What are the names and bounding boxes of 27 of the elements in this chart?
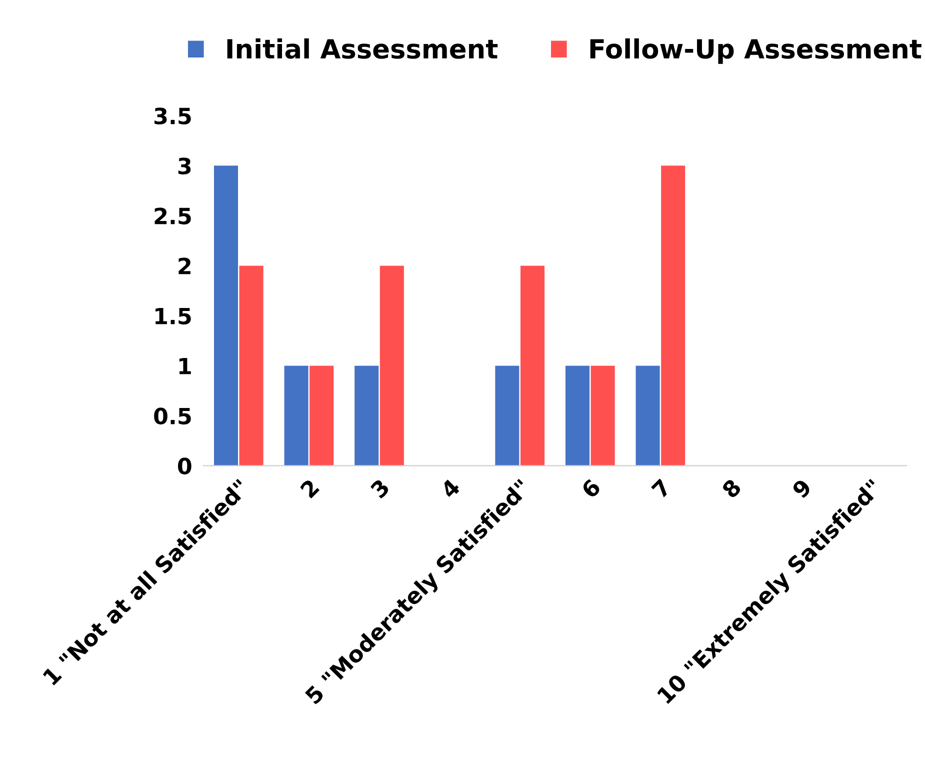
y-tick-label: 1 [179,358,191,374]
bar [284,366,308,466]
x-tick-label: 6 [580,478,602,499]
y-tick-label: 1.5 [156,308,191,324]
x-tick-label: 3 [370,478,390,499]
legend-label: Initial Assessment [227,38,498,59]
bar [239,266,264,466]
bar [590,366,615,466]
bar [661,166,686,466]
y-tick-label: 3.5 [154,108,191,124]
bar [310,366,334,466]
y-tick-label: 3 [178,158,191,174]
bar [214,166,238,466]
x-tick-label: 2 [300,478,320,498]
y-tick-label: 0.5 [154,408,191,424]
y-tick-label: 2 [178,258,190,274]
x-tick-label: 8 [721,478,742,499]
y-tick-label: 2.5 [154,208,191,224]
bar [636,366,660,466]
bar [520,266,545,466]
legend-label: Follow-Up Assessment [590,38,922,64]
x-tick-label: 7 [651,478,672,499]
bar [354,366,379,466]
bar [565,366,590,466]
bar [380,266,404,466]
y-tick-label: 0 [178,458,192,474]
bar [495,366,520,466]
